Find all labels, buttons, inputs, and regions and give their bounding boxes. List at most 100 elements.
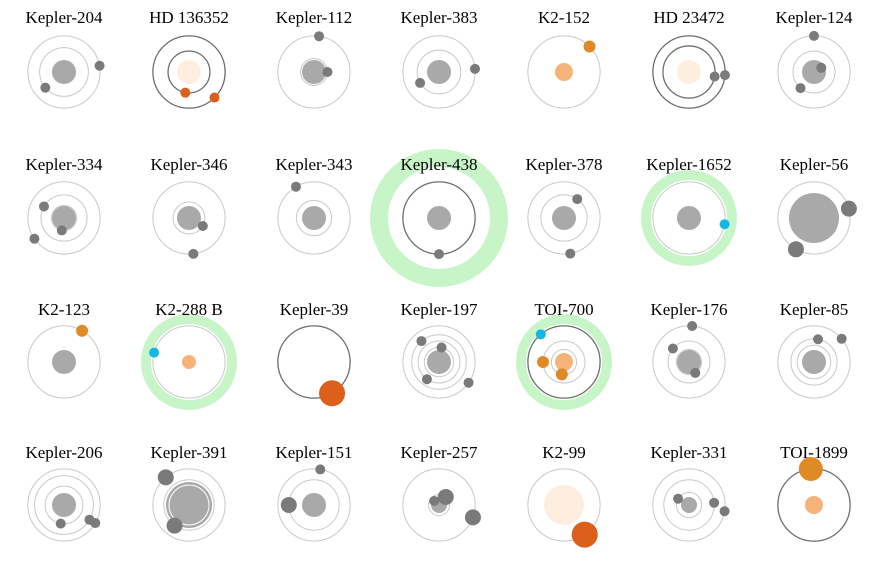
planet [209, 92, 220, 103]
system-kepler-176[interactable]: Kepler-176 [650, 300, 728, 399]
star [177, 206, 201, 230]
system-name-label: Kepler-124 [775, 8, 853, 27]
planet [314, 31, 325, 42]
orbit-ring [277, 325, 351, 399]
orbit-ring [172, 201, 206, 235]
system-kepler-85[interactable]: Kepler-85 [777, 300, 851, 399]
system-kepler-334[interactable]: Kepler-334 [25, 155, 103, 255]
system-kepler-206[interactable]: Kepler-206 [25, 443, 103, 542]
planet [787, 241, 804, 258]
planet [555, 368, 568, 381]
planet [434, 249, 444, 260]
planet [76, 324, 89, 337]
planet [709, 497, 720, 508]
star [427, 60, 451, 84]
planet [38, 201, 49, 212]
orbit-ring [527, 35, 601, 109]
system-k2-288-b[interactable]: K2-288 B [141, 300, 237, 410]
system-kepler-391[interactable]: Kepler-391 [150, 443, 228, 542]
system-name-label: Kepler-1652 [646, 155, 732, 174]
system-name-label: Kepler-151 [275, 443, 352, 462]
star [302, 493, 326, 517]
planet [40, 82, 51, 93]
orbit-ring [40, 194, 88, 242]
orbit-ring [27, 325, 101, 399]
system-name-label: Kepler-206 [25, 443, 102, 462]
system-name-label: Kepler-112 [276, 8, 352, 27]
system-name-label: Kepler-438 [400, 155, 477, 174]
system-kepler-124[interactable]: Kepler-124 [775, 8, 853, 109]
orbit-ring [277, 468, 351, 542]
system-kepler-257[interactable]: Kepler-257 [400, 443, 481, 542]
system-kepler-343[interactable]: Kepler-343 [275, 155, 353, 255]
system-name-label: TOI-1899 [780, 443, 848, 462]
system-name-label: Kepler-378 [525, 155, 602, 174]
star [544, 485, 584, 525]
system-kepler-378[interactable]: Kepler-378 [525, 155, 603, 259]
orbit-ring [27, 35, 101, 109]
planet [836, 333, 847, 344]
system-kepler-56[interactable]: Kepler-56 [777, 155, 857, 258]
orbit-ring [295, 199, 333, 237]
orbit-ring [163, 479, 215, 531]
planet [809, 30, 819, 41]
system-kepler-151[interactable]: Kepler-151 [275, 443, 353, 542]
system-kepler-112[interactable]: Kepler-112 [276, 8, 352, 109]
orbit-ring [39, 47, 89, 97]
planet [180, 87, 191, 98]
habitable-zone [641, 170, 737, 266]
system-name-label: TOI-700 [534, 300, 593, 319]
planet [463, 377, 474, 388]
system-kepler-331[interactable]: Kepler-331 [650, 443, 730, 542]
system-name-label: HD 136352 [149, 8, 229, 27]
system-k2-152[interactable]: K2-152 [527, 8, 601, 109]
star [555, 63, 573, 81]
orbit-ring [152, 35, 226, 109]
system-name-label: K2-99 [542, 443, 585, 462]
planet [29, 233, 40, 244]
star [52, 206, 76, 230]
orbit-ring [540, 194, 588, 242]
system-k2-99[interactable]: K2-99 [527, 443, 601, 548]
system-hd-23472[interactable]: HD 23472 [652, 8, 730, 109]
system-kepler-197[interactable]: Kepler-197 [400, 300, 478, 399]
system-name-label: Kepler-197 [400, 300, 478, 319]
habitable-zone [141, 314, 237, 410]
orbit-ring [777, 181, 851, 255]
habitable-zone [516, 314, 612, 410]
system-hd-136352[interactable]: HD 136352 [149, 8, 229, 109]
system-name-label: Kepler-39 [280, 300, 349, 319]
planet [667, 343, 678, 354]
star [802, 350, 826, 374]
system-kepler-1652[interactable]: Kepler-1652 [641, 155, 737, 266]
planet [149, 347, 160, 358]
system-kepler-346[interactable]: Kepler-346 [150, 155, 228, 259]
planet [94, 60, 105, 71]
system-kepler-204[interactable]: Kepler-204 [25, 8, 105, 109]
planet [315, 464, 326, 475]
system-kepler-39[interactable]: Kepler-39 [277, 300, 351, 407]
orbit-ring [411, 334, 467, 390]
system-kepler-438[interactable]: Kepler-438 [370, 149, 508, 287]
planet [421, 374, 432, 385]
star [166, 482, 212, 528]
system-k2-123[interactable]: K2-123 [27, 300, 101, 399]
system-toi-1899[interactable]: TOI-1899 [777, 443, 851, 542]
orbit-ring [27, 468, 101, 542]
orbit-ring [416, 49, 462, 95]
planet [188, 248, 199, 259]
orbit-ring [34, 475, 94, 535]
system-name-label: Kepler-391 [150, 443, 227, 462]
orbit-ring [152, 325, 226, 399]
planet [690, 367, 701, 378]
star [52, 350, 76, 374]
system-toi-700[interactable]: TOI-700 [516, 300, 612, 410]
planet [319, 380, 346, 407]
system-kepler-383[interactable]: Kepler-383 [400, 8, 480, 109]
orbit-ring [652, 468, 726, 542]
system-name-label: Kepler-334 [25, 155, 103, 174]
planet [709, 71, 720, 82]
planet [719, 506, 730, 517]
star [52, 60, 76, 84]
orbit-ring [675, 348, 703, 376]
